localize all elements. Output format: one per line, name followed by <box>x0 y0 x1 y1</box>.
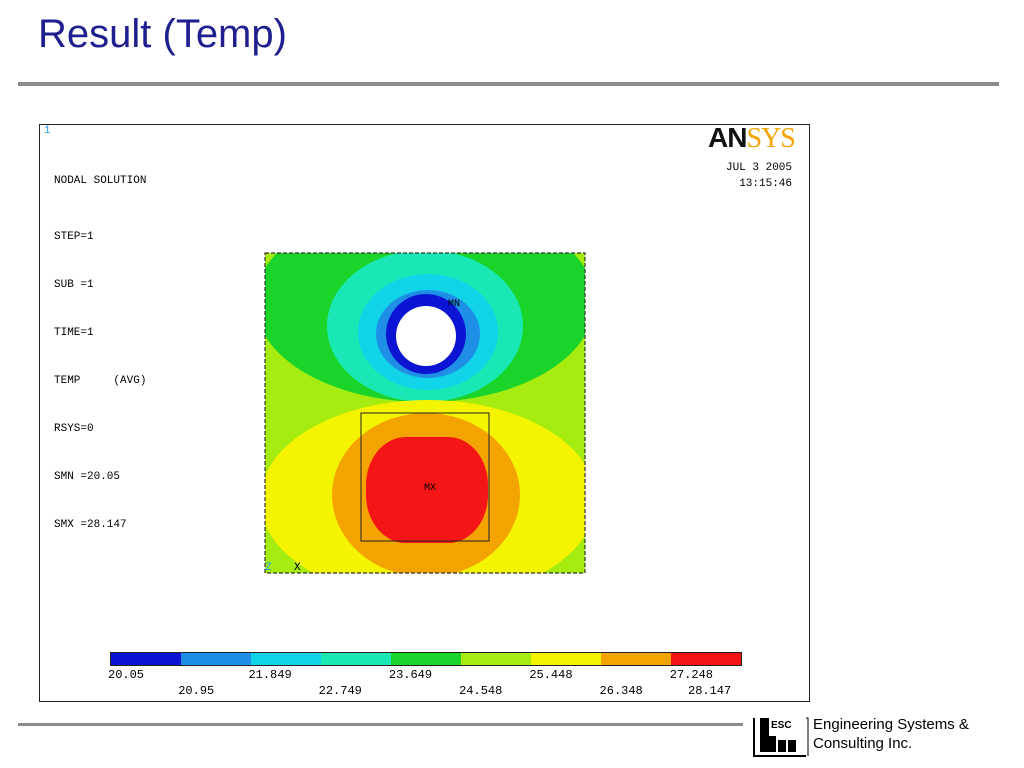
solution-info: NODAL SOLUTION STEP=1 SUB =1 TIME=1 TEMP… <box>54 141 146 549</box>
company-line-2: Consulting Inc. <box>813 735 913 752</box>
colorbar-tick-label: 25.448 <box>529 668 573 682</box>
param-smn: SMN =20.05 <box>54 471 121 483</box>
colorbar-tick-label: 24.548 <box>459 684 503 698</box>
svg-text:ESC: ESC <box>771 720 792 731</box>
temperature-colorbar <box>110 652 742 666</box>
param-rsys: RSYS=0 <box>54 423 94 435</box>
colorbar-tick-label: 27.248 <box>669 668 713 682</box>
colorbar-segment <box>601 653 671 665</box>
colorbar-segment <box>111 653 181 665</box>
ansys-logo: ANSYS <box>708 122 796 154</box>
colorbar-tick-label: 21.849 <box>248 668 292 682</box>
plot-time: 13:15:46 <box>739 178 792 190</box>
solution-header: NODAL SOLUTION <box>54 175 147 187</box>
colorbar-segment <box>531 653 601 665</box>
colorbar-tick-label: 20.95 <box>178 684 215 698</box>
colorbar-tick-label: 26.348 <box>599 684 643 698</box>
esc-logo-icon: ESC <box>753 717 809 757</box>
slide-title: Result (Temp) <box>38 12 287 56</box>
colorbar-segment <box>181 653 251 665</box>
colorbar-segment <box>321 653 391 665</box>
param-time: TIME=1 <box>54 327 94 339</box>
band-red <box>366 437 488 543</box>
window-number: 1 <box>44 125 51 137</box>
axis-x-label: X <box>294 562 301 574</box>
colorbar-tick-label: 23.649 <box>388 668 433 682</box>
label-mn: MN <box>448 299 460 310</box>
param-smx: SMX =28.147 <box>54 519 127 531</box>
colorbar-segment <box>391 653 461 665</box>
heat-source-region <box>360 412 490 542</box>
company-line-1: Engineering Systems & <box>813 716 969 733</box>
colorbar-segment <box>461 653 531 665</box>
label-mx: MX <box>424 483 436 494</box>
plot-datetime: JUL 3 2005 13:15:46 <box>726 160 792 192</box>
colorbar-tick-label: 20.05 <box>108 668 145 682</box>
colorbar-tick-label: 28.147 <box>688 684 732 698</box>
param-sub: SUB =1 <box>54 279 94 291</box>
temperature-contour-model: MN MX Z X <box>264 252 586 574</box>
axis-z-label: Z <box>265 562 272 574</box>
title-divider <box>18 82 999 86</box>
footer-divider <box>18 723 743 726</box>
param-temp: TEMP (AVG) <box>54 375 147 387</box>
plot-date: JUL 3 2005 <box>725 162 792 174</box>
colorbar-tick-label: 22.749 <box>318 684 362 698</box>
model-boundary <box>264 252 586 574</box>
colorbar-segment <box>251 653 321 665</box>
hole <box>396 306 456 366</box>
colorbar-segment <box>671 653 741 665</box>
company-name: Engineering Systems & Consulting Inc. <box>813 715 969 753</box>
param-step: STEP=1 <box>54 231 94 243</box>
